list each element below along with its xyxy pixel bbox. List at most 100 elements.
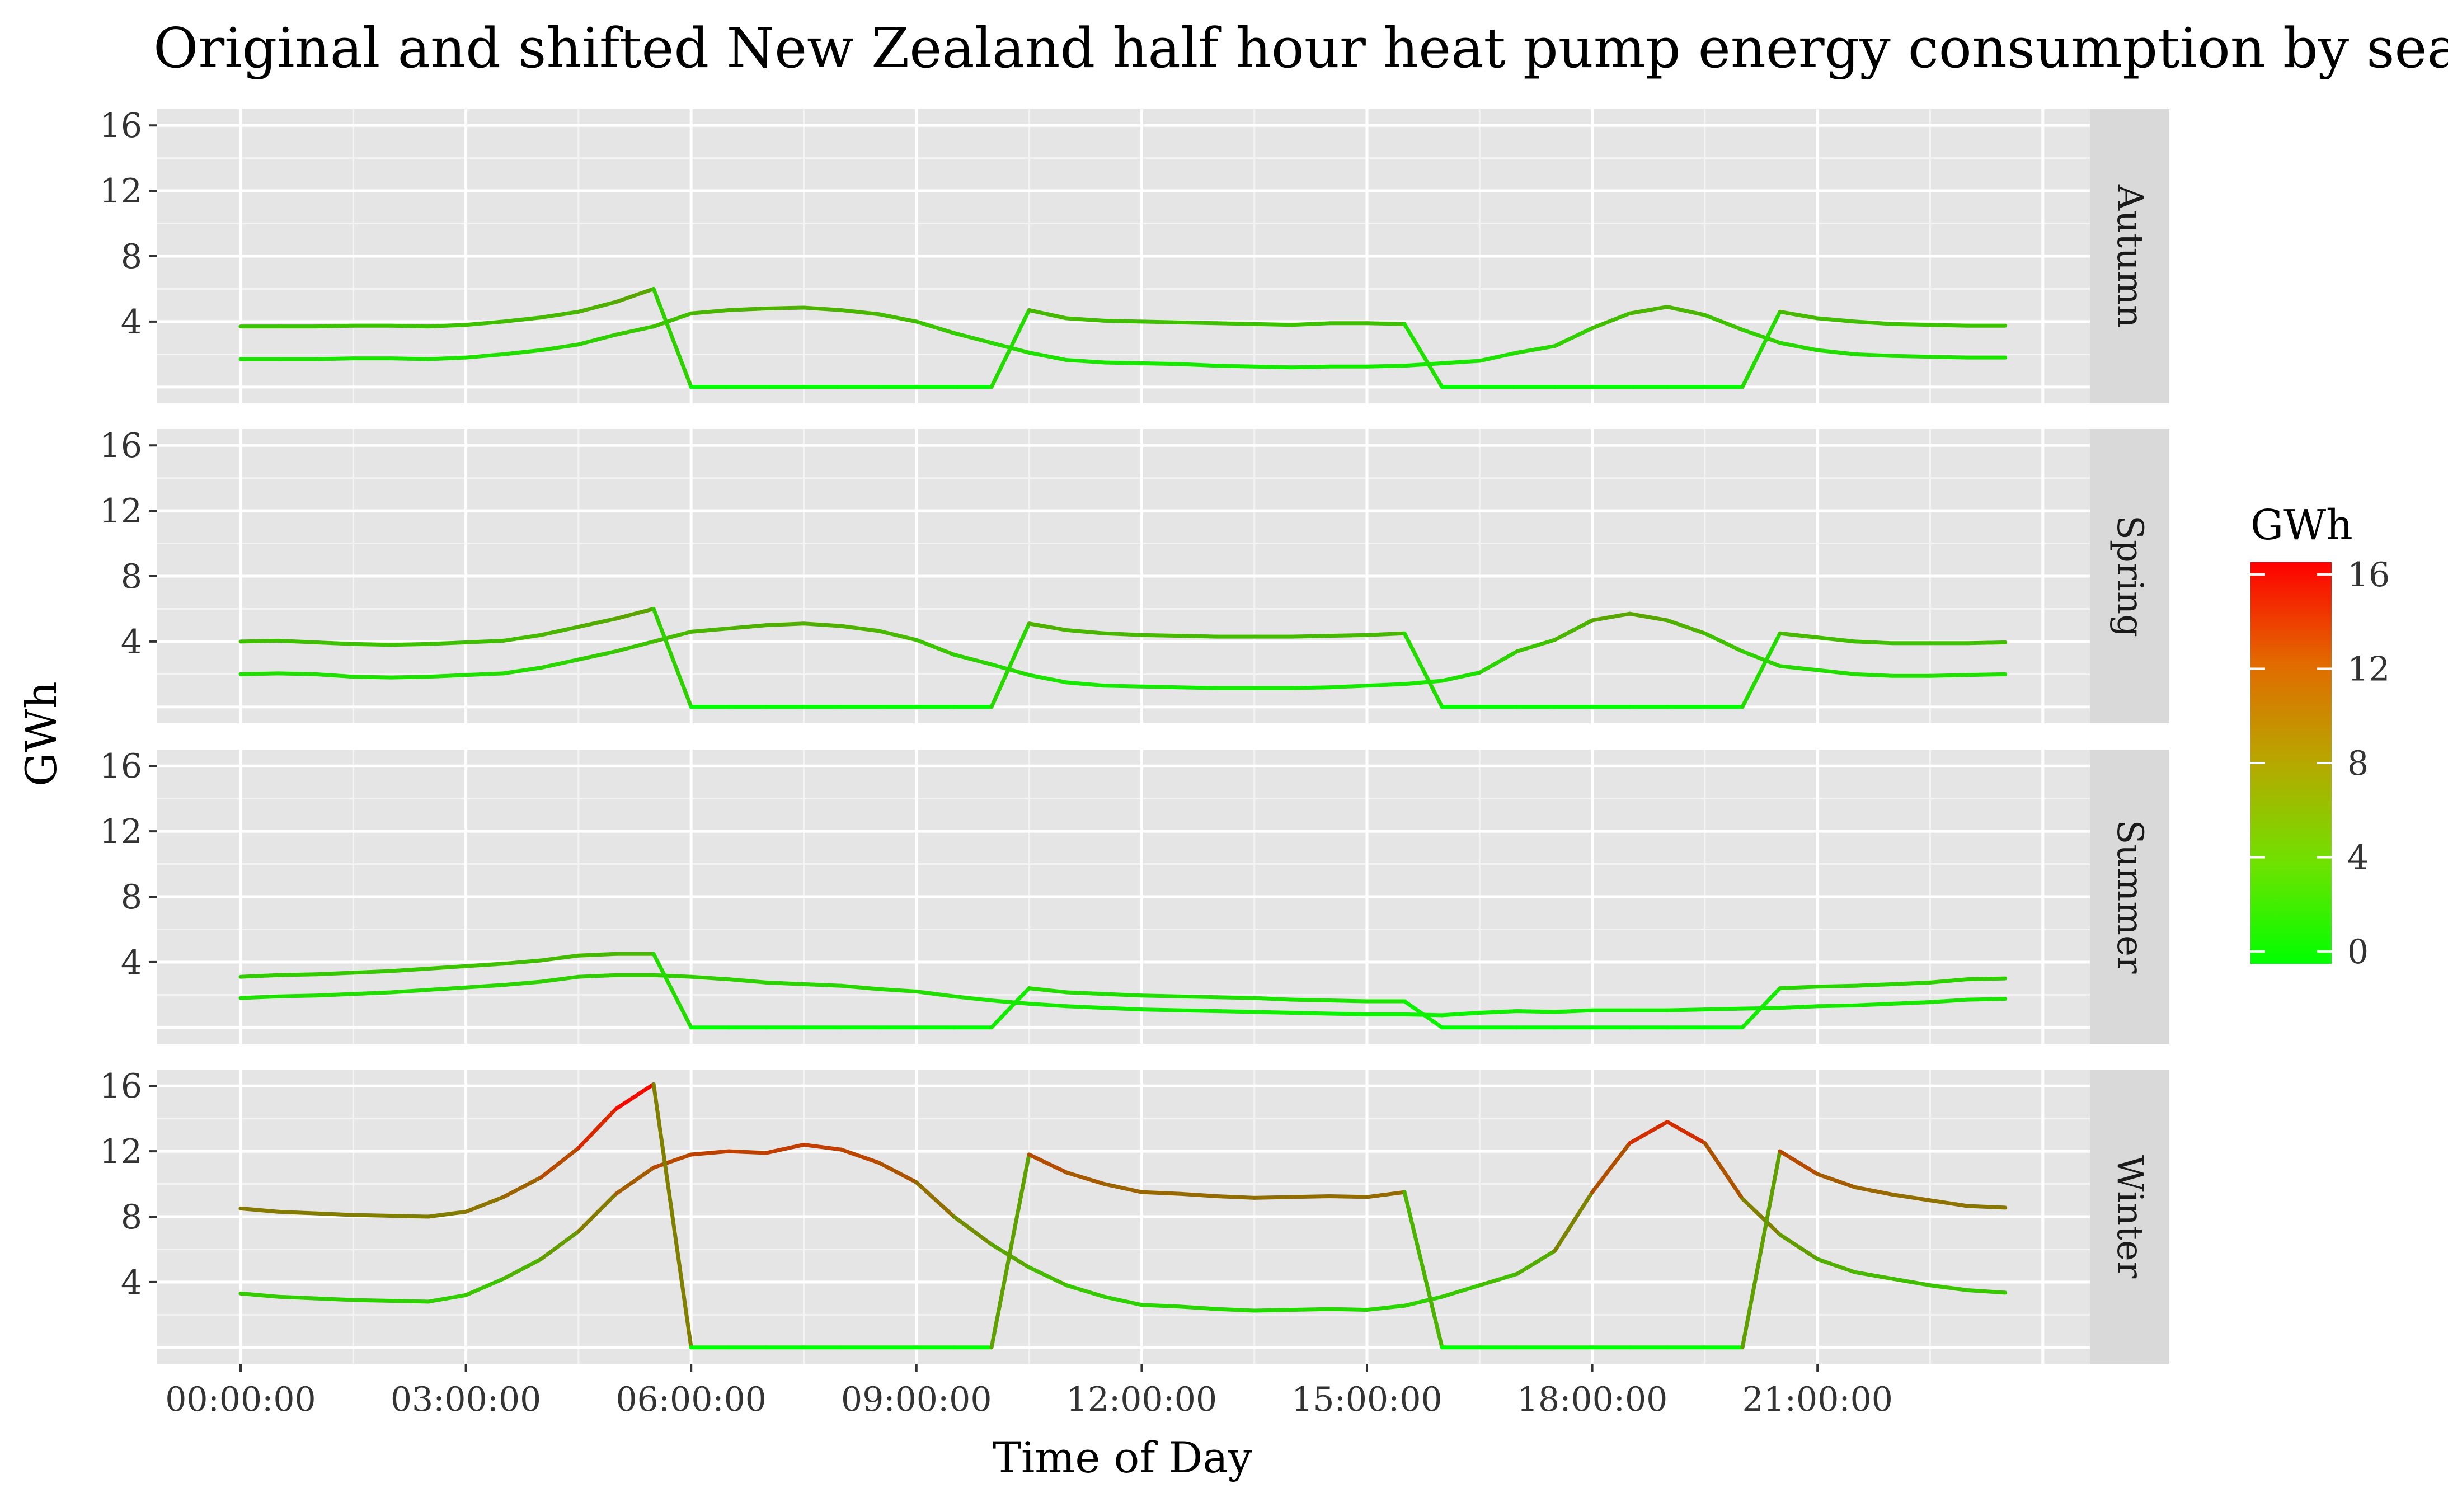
- line-segment: [839, 1147, 881, 1165]
- facet-panel-winter: 4 8 12 16 Winter: [100, 1067, 2169, 1364]
- line-segment: [464, 962, 506, 968]
- line-segment: [614, 324, 656, 337]
- legend-tick-label: 16: [2347, 555, 2390, 595]
- line-segment: [1402, 361, 1444, 368]
- line-segment: [1890, 1000, 1932, 1006]
- line-segment: [952, 994, 994, 1003]
- line-segment: [276, 972, 318, 977]
- y-tick-label: 4: [121, 943, 142, 982]
- line-segment: [1064, 1283, 1106, 1299]
- line-segment: [426, 985, 468, 992]
- line-segment: [689, 1149, 731, 1157]
- line-segment: [989, 998, 1031, 1006]
- line-segment: [464, 983, 506, 990]
- line-segment: [464, 638, 506, 644]
- line-segment: [1703, 313, 1745, 332]
- line-segment: [1966, 976, 2008, 982]
- line-segment: [802, 1142, 844, 1152]
- color-legend: GWh 0 4 8 12 16: [2250, 501, 2390, 972]
- line-segment: [1402, 631, 1444, 709]
- line-segment: [1928, 977, 1970, 985]
- line-segment: [1327, 684, 1369, 690]
- y-tick-label: 12: [100, 812, 142, 851]
- line-segment: [576, 1106, 618, 1150]
- line-segment: [464, 352, 506, 360]
- line-segment: [426, 1293, 468, 1304]
- facet-panel-autumn: 4 8 12 16 Autumn: [100, 106, 2169, 403]
- line-segment: [1740, 1149, 1782, 1350]
- y-tick-label: 8: [121, 557, 142, 596]
- line-segment: [238, 1206, 280, 1214]
- line-segment: [1327, 1307, 1369, 1312]
- line-segment: [1890, 1277, 1932, 1288]
- line-segment: [1102, 631, 1144, 637]
- line-segment: [1177, 1304, 1219, 1311]
- line-segment: [1290, 634, 1332, 639]
- line-segment: [726, 977, 768, 985]
- line-segment: [576, 616, 618, 629]
- line-segment: [1290, 1010, 1332, 1016]
- line-segment: [1102, 1182, 1144, 1194]
- line-segment: [914, 989, 956, 998]
- line-segment: [1102, 992, 1144, 998]
- line-segment: [651, 973, 693, 979]
- line-segment: [1402, 1294, 1444, 1308]
- line-segment: [1815, 1257, 1857, 1274]
- line-segment: [1778, 985, 1820, 991]
- line-segment: [539, 657, 581, 670]
- legend-tick-label: 4: [2347, 839, 2369, 878]
- line-segment: [1290, 364, 1332, 370]
- line-segment: [1890, 1193, 1932, 1203]
- x-tick-label: 15:00:00: [1291, 1380, 1442, 1419]
- line-segment: [576, 973, 618, 979]
- y-tick-label: 12: [100, 172, 142, 211]
- line-segment: [1966, 1288, 2008, 1295]
- y-tick-label: 16: [100, 1067, 142, 1106]
- line-segment: [1628, 611, 1670, 623]
- line-segment: [614, 286, 656, 304]
- line-segment: [1064, 358, 1106, 365]
- line-segment: [1703, 631, 1745, 653]
- line-segment: [689, 974, 731, 982]
- line-segment: [1139, 361, 1181, 366]
- series-line-2: [238, 952, 2008, 1030]
- line-segment: [1553, 618, 1595, 642]
- line-segment: [989, 308, 1031, 389]
- line-segment: [1815, 1172, 1857, 1189]
- line-segment: [726, 623, 768, 631]
- line-segment: [1252, 1308, 1294, 1313]
- x-axis-title: Time of Day: [993, 1433, 1252, 1482]
- line-segment: [1440, 670, 1482, 683]
- line-segment: [501, 348, 543, 356]
- line-segment: [1853, 1185, 1895, 1197]
- line-segment: [651, 286, 693, 389]
- line-segment: [1928, 323, 1970, 328]
- facet-strip-label: Summer: [2109, 820, 2150, 974]
- line-segment: [1365, 1303, 1407, 1312]
- line-segment: [877, 987, 919, 993]
- line-segment: [1327, 1194, 1369, 1199]
- line-segment: [651, 1152, 693, 1170]
- line-segment: [1290, 685, 1332, 690]
- line-segment: [238, 638, 280, 644]
- y-tick-label: 4: [121, 623, 142, 662]
- line-segment: [651, 1082, 693, 1350]
- line-segment: [914, 1180, 956, 1219]
- line-segment: [539, 974, 581, 984]
- line-segment: [501, 666, 543, 676]
- line-segment: [238, 994, 280, 1000]
- line-segment: [1177, 320, 1219, 326]
- x-tick-label: 21:00:00: [1742, 1380, 1892, 1419]
- facet-strip: [2090, 109, 2169, 403]
- line-segment: [1215, 321, 1257, 326]
- line-segment: [877, 312, 919, 324]
- y-tick-label: 12: [100, 1132, 142, 1171]
- line-segment: [426, 355, 468, 361]
- y-tick-label: 8: [121, 878, 142, 917]
- line-segment: [1027, 350, 1069, 362]
- facet-strip-label: Winter: [2109, 1155, 2150, 1279]
- line-segment: [1628, 305, 1670, 315]
- line-segment: [1215, 1194, 1257, 1200]
- line-segment: [952, 331, 994, 345]
- line-segment: [1665, 1120, 1707, 1145]
